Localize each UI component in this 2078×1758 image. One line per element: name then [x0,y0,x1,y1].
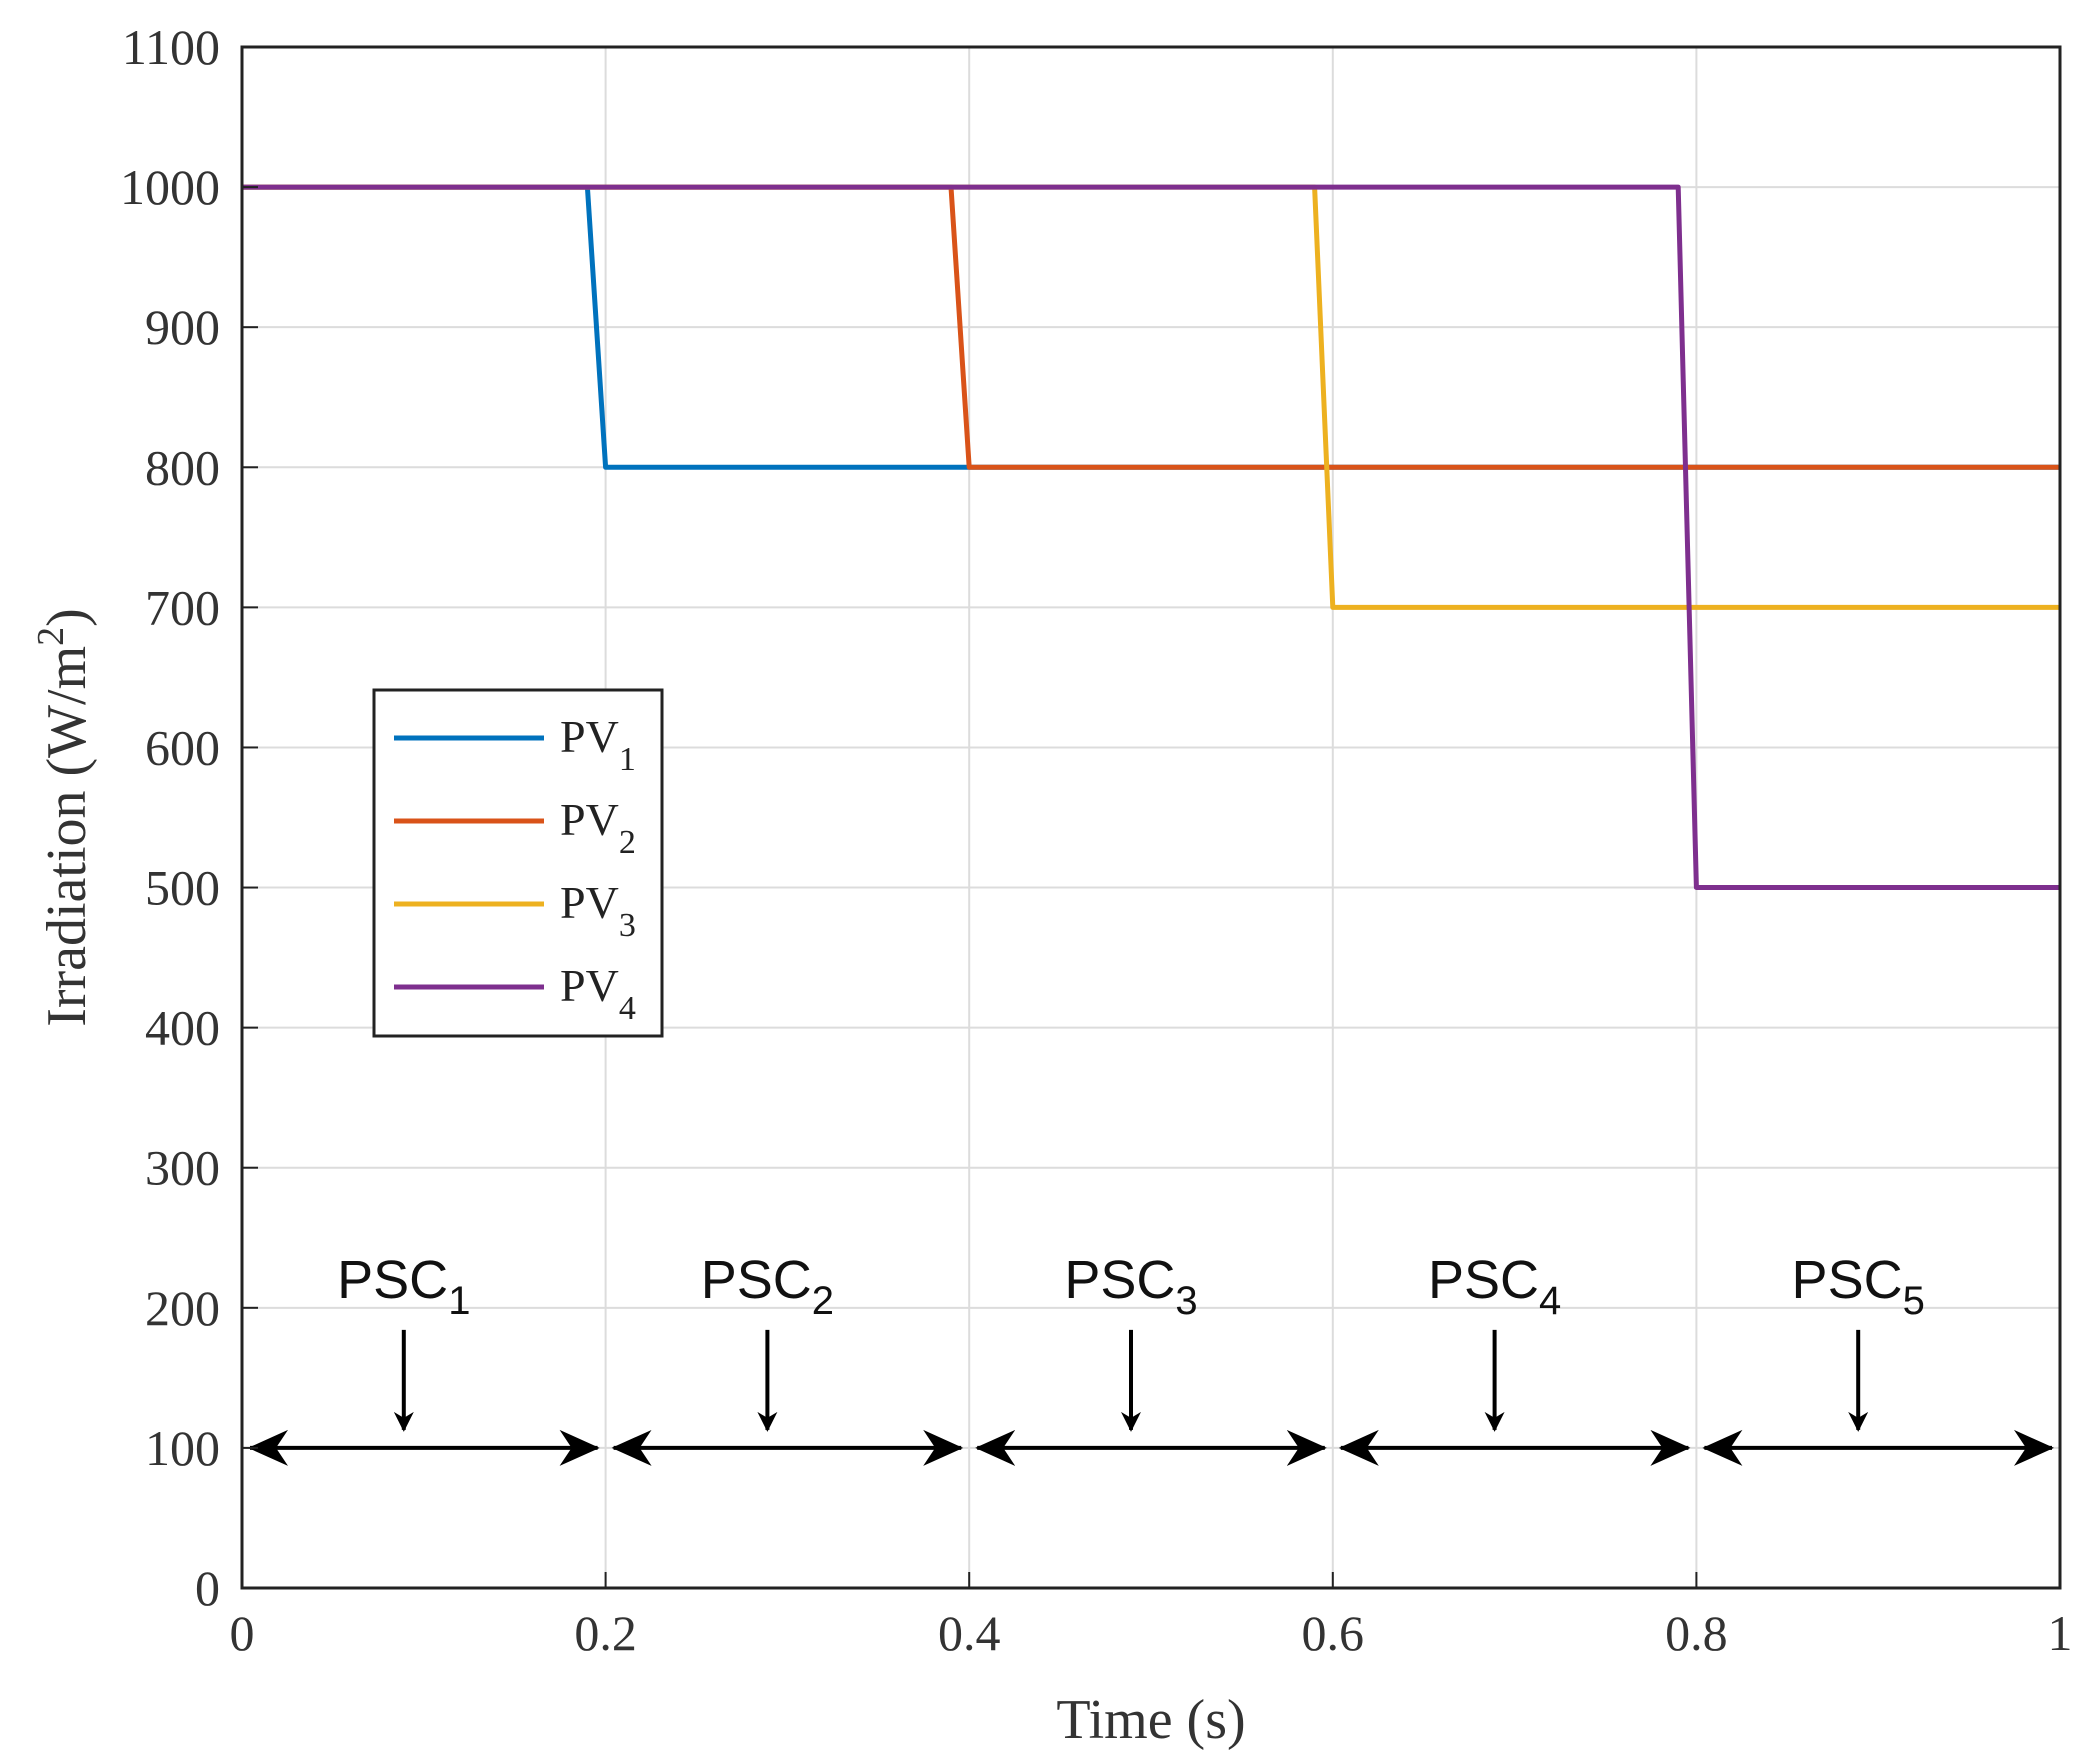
series-line-pv3 [242,184,2060,610]
y-tick-label: 200 [145,1280,220,1336]
legend-label: PV2 [560,794,636,861]
psc-annotation-1: PSC1 [248,1250,600,1466]
x-tick-label: 0.8 [1665,1605,1728,1661]
legend-box [372,688,664,1038]
y-axis-label-main: Irradiation (W/m [36,646,98,1027]
legend-entry-pv4: PV4 [394,960,636,1027]
psc-label: PSC3 [1064,1250,1197,1323]
y-tick-label: 400 [145,1000,220,1056]
y-axis-label-superscript: 2 [30,627,72,646]
psc-label-main: PSC [1792,1250,1903,1310]
psc-label-subscript: 2 [812,1279,834,1323]
y-tick-label: 100 [145,1420,220,1476]
x-tick-label: 0.2 [574,1605,637,1661]
psc-label-subscript: 3 [1175,1279,1197,1323]
legend-label: PV4 [560,960,636,1027]
series-lines [242,184,2060,890]
psc-label: PSC2 [701,1250,834,1323]
legend-label-subscript: 3 [619,907,636,944]
y-tick-labels: 0 100 200 300 400 500 600 700 800 900 1000 1100 [120,19,258,1616]
legend-entry-pv1: PV1 [394,711,636,778]
psc-annotations: PSC1 PSC2 PSC3 PSC4 PSC5 [248,1250,2054,1466]
y-tick-label: 1100 [122,19,220,75]
psc-label-main: PSC [1064,1250,1175,1310]
legend-label-subscript: 4 [619,990,636,1027]
psc-label-subscript: 1 [448,1279,470,1323]
legend-label: PV1 [560,711,636,778]
psc-annotation-2: PSC2 [611,1250,964,1466]
y-tick-label: 700 [145,579,220,635]
y-tick-label: 600 [145,719,220,775]
legend-entry-pv3: PV3 [394,877,636,944]
legend-label: PV3 [560,877,636,944]
x-axis-label: Time (s) [1056,1689,1245,1751]
psc-annotation-3: PSC3 [975,1250,1327,1466]
x-tick-label: 1 [2048,1605,2073,1661]
legend-entry-pv2: PV2 [394,794,636,861]
x-tick-label: 0.4 [938,1605,1001,1661]
psc-label-main: PSC [1428,1250,1539,1310]
psc-label-main: PSC [337,1250,448,1310]
y-tick-label: 300 [145,1140,220,1196]
legend-label-main: PV [560,960,619,1011]
legend-label-subscript: 1 [619,741,636,778]
psc-label-main: PSC [701,1250,812,1310]
legend-label-main: PV [560,711,619,762]
psc-label-subscript: 5 [1903,1279,1925,1323]
psc-label: PSC1 [337,1250,470,1323]
x-tick-label: 0.6 [1302,1605,1365,1661]
psc-annotation-5: PSC5 [1702,1250,2054,1466]
legend-label-subscript: 2 [619,824,636,861]
y-tick-label: 0 [195,1560,220,1616]
y-axis-label-suffix: ) [36,608,98,627]
series-line-pv4 [242,184,2060,890]
psc-label-subscript: 4 [1539,1279,1561,1323]
y-tick-label: 800 [145,439,220,495]
psc-annotation-4: PSC4 [1338,1250,1691,1466]
x-tick-labels: 0 0.2 0.4 0.6 0.8 1 [230,1572,2073,1661]
psc-label: PSC4 [1428,1250,1561,1323]
psc-label: PSC5 [1792,1250,1925,1323]
y-tick-label: 1000 [120,159,220,215]
plot-frame [240,45,2062,1590]
y-tick-label: 900 [145,299,220,355]
y-tick-label: 500 [145,860,220,916]
legend-label-main: PV [560,794,619,845]
legend-label-main: PV [560,877,619,928]
y-axis-label: Irradiation (W/m2) [30,608,98,1027]
x-tick-label: 0 [230,1605,255,1661]
